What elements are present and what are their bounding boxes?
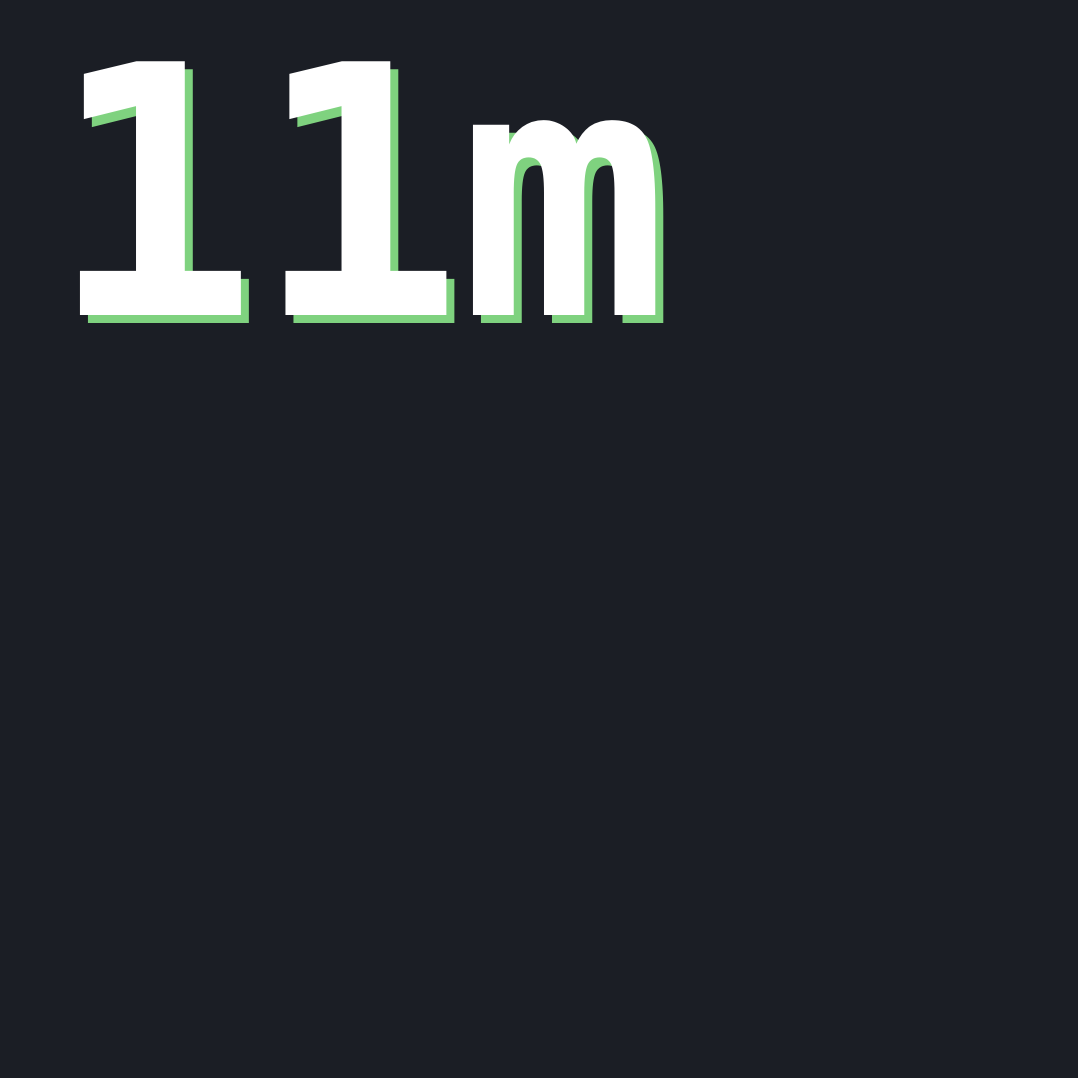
duration-label: 11m bbox=[48, 0, 669, 398]
